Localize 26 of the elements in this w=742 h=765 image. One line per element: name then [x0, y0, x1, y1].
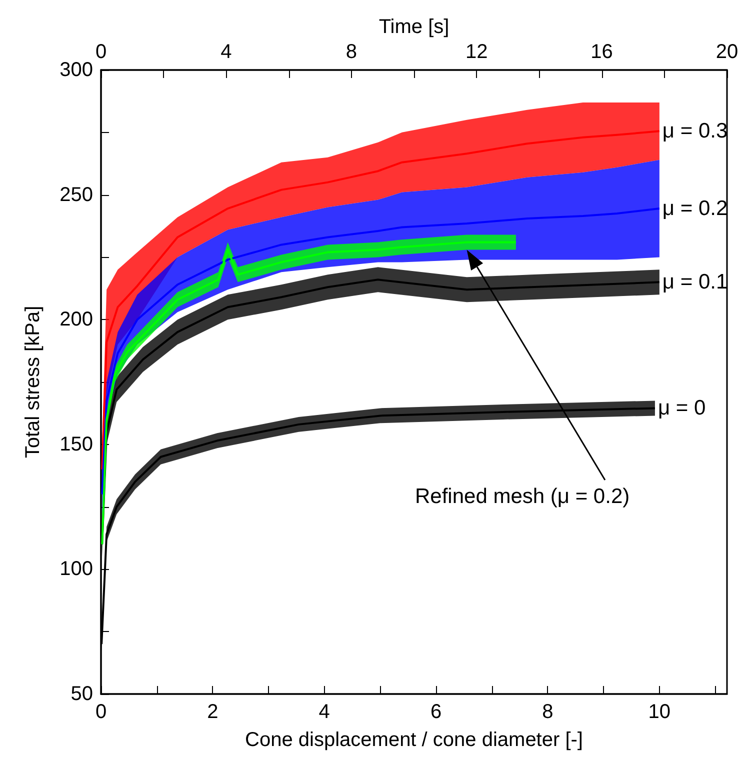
series-label: μ = 0: [658, 396, 706, 420]
y-axis-title: Total stress [kPa]: [22, 306, 44, 458]
y-tick-label: 250: [60, 184, 93, 206]
x2-tick-label: 0: [95, 41, 107, 63]
x2-tick-label: 12: [465, 41, 488, 63]
x-tick-label: 0: [95, 701, 107, 723]
x-tick-label: 8: [542, 701, 554, 723]
x2-tick-label: 20: [716, 41, 738, 63]
x-tick-label: 2: [207, 701, 218, 723]
x2-tick-label: 4: [220, 41, 232, 63]
x2-axis-title: Time [s]: [378, 16, 450, 38]
x2-tick-label: 16: [590, 41, 613, 63]
y-tick-label: 50: [70, 683, 93, 705]
series-label: μ = 0.1: [662, 270, 728, 294]
x2-tick-label: 8: [346, 41, 357, 63]
y-tick-label: 300: [60, 59, 93, 81]
text: Refined mesh (μ = 0.2): [415, 485, 630, 508]
y-tick-label: 200: [60, 308, 93, 331]
y-tick-label: 100: [60, 558, 93, 580]
x-tick-label: 4: [318, 701, 330, 723]
x-tick-label: 6: [430, 701, 442, 723]
x-axis-title: Cone displacement / cone diameter [-]: [245, 729, 583, 751]
series-label: μ = 0.2: [662, 197, 728, 220]
x-tick-label: 10: [648, 701, 671, 723]
series-label: μ = 0.3: [662, 120, 728, 143]
y-tick-label: 150: [60, 433, 93, 456]
